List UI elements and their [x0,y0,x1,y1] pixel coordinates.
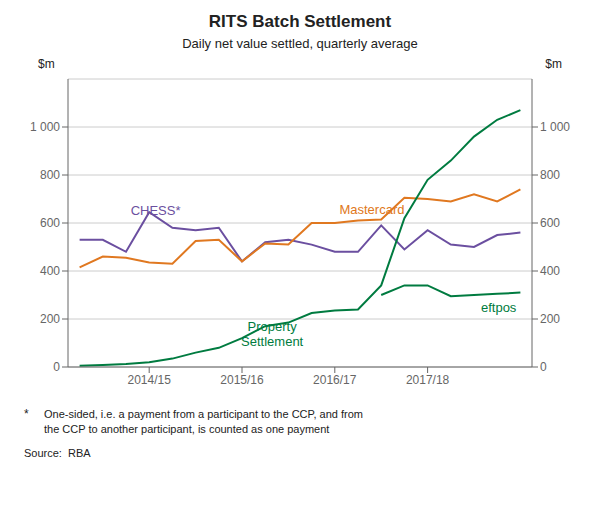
svg-text:eftpos: eftpos [481,300,517,315]
svg-text:800: 800 [540,168,560,182]
svg-text:400: 400 [40,264,60,278]
svg-text:200: 200 [540,312,560,326]
svg-text:2015/16: 2015/16 [220,373,264,387]
svg-text:800: 800 [40,168,60,182]
svg-text:CHESS*: CHESS* [131,203,181,218]
html-text:Daily net value settled, quart: Daily net value settled, quarterly avera… [182,36,418,51]
svg-text:2016/17: 2016/17 [313,373,357,387]
svg-text:1 000: 1 000 [540,120,570,134]
svg-text:200: 200 [40,312,60,326]
html-text:$m: $m [38,57,55,71]
svg-text:600: 600 [40,216,60,230]
svg-text:2014/15: 2014/15 [128,373,172,387]
svg-text:600: 600 [540,216,560,230]
html-text:One-sided, i.e. a payment from: One-sided, i.e. a payment from a partici… [44,408,363,435]
svg-text:Mastercard: Mastercard [339,202,404,217]
svg-text:PropertySettlement: PropertySettlement [241,319,304,349]
html-text:Source: RBA: Source: RBA [24,447,91,459]
html-text:RITS Batch Settlement: RITS Batch Settlement [208,12,392,31]
svg-text:0: 0 [540,360,547,374]
svg-text:400: 400 [540,264,560,278]
svg-text:1 000: 1 000 [30,120,60,134]
svg-text:2017/18: 2017/18 [406,373,450,387]
svg-text:0: 0 [53,360,60,374]
html-text:$m: $m [545,57,562,71]
